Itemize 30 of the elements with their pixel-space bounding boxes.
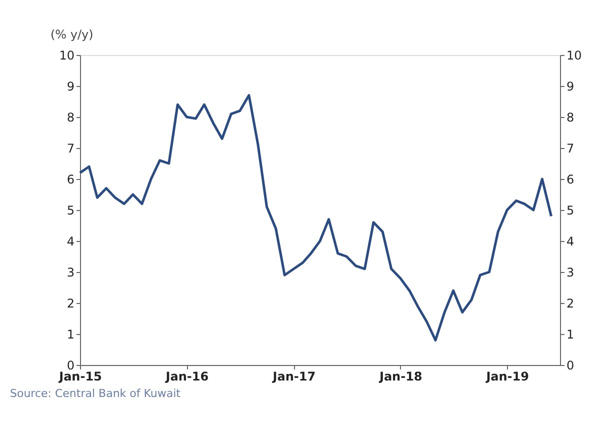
y-tick-label: 7	[66, 142, 74, 156]
line-series	[78, 94, 552, 342]
y-tick-label: 8	[66, 110, 74, 124]
y-tick-label: 2	[66, 296, 74, 310]
y-tick-label: 10	[59, 48, 74, 62]
y-axis-title: (% y/y)	[50, 28, 94, 42]
y2-tick-label: 9	[566, 80, 574, 94]
y-tick-label: 5	[66, 204, 74, 218]
x-tick-label: Jan-18	[378, 370, 422, 384]
y2-tick-label: 8	[566, 110, 574, 124]
x-tick-label: Jan-19	[485, 370, 529, 384]
y-tick-label: 0	[66, 358, 74, 372]
x-tick-label: Jan-15	[58, 370, 102, 384]
y2-tick-label: 10	[566, 48, 582, 62]
x-tick-label: Jan-16	[164, 370, 209, 384]
y-tick-label: 9	[66, 80, 74, 94]
source-note: Source: Central Bank of Kuwait	[10, 387, 182, 400]
y2-tick-label: 7	[566, 142, 574, 156]
y2-tick-label: 5	[566, 204, 574, 218]
y2-tick-label: 3	[566, 266, 574, 280]
x-tick-label: Jan-17	[272, 370, 316, 384]
y2-tick-label: 2	[566, 296, 574, 310]
y2-tick-label: 0	[566, 358, 574, 372]
y2-tick-label: 1	[566, 328, 574, 342]
y-tick-label: 1	[66, 328, 74, 342]
y-tick-label: 6	[66, 172, 74, 186]
y-tick-label: 4	[66, 234, 74, 248]
y2-tick-label: 4	[566, 234, 574, 248]
y2-tick-label: 6	[566, 172, 574, 186]
y-tick-label: 3	[66, 266, 74, 280]
